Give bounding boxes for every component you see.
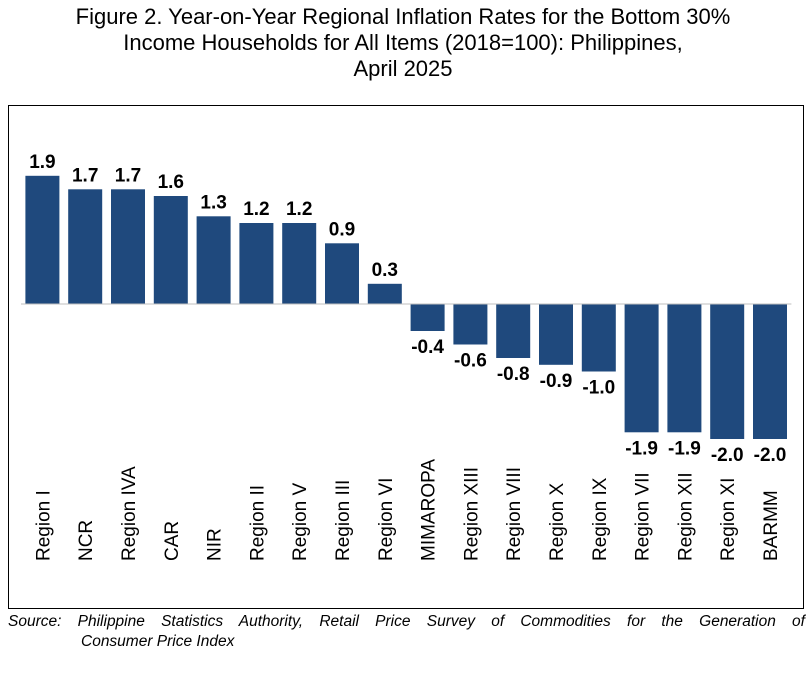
data-label: -0.4 — [411, 337, 444, 358]
bar-region-x — [539, 304, 573, 365]
category-label: Region I — [33, 490, 54, 561]
source-note: Source: Philippine Statistics Authority,… — [8, 612, 805, 652]
bar-ncr — [68, 189, 103, 305]
category-label: Region VII — [633, 472, 654, 561]
chart-title-line-3: April 2025 — [353, 56, 453, 81]
bar-region-iii — [325, 243, 359, 305]
category-label: Region II — [247, 485, 268, 561]
bar-region-vii — [624, 304, 659, 433]
bar-chart: 1.9 Region I 1.7 NCR 1.7 Region IVA 1.6 CAR 1.3 N… — [21, 152, 792, 561]
data-label: -0.6 — [454, 351, 487, 372]
data-label: 1.2 — [286, 199, 312, 220]
bar-region-iva — [111, 189, 145, 305]
data-label: 1.3 — [200, 192, 226, 213]
category-label: NCR — [76, 520, 97, 561]
data-label: -1.0 — [582, 378, 615, 399]
category-label: Region XIII — [461, 467, 482, 561]
data-label: -1.9 — [668, 438, 701, 459]
bar-mimaropa — [410, 304, 445, 331]
bar-region-xiii — [453, 304, 488, 345]
data-label: -1.9 — [625, 438, 658, 459]
category-label: Region X — [547, 483, 568, 561]
bar-region-xi — [710, 304, 745, 439]
data-label: -2.0 — [754, 445, 787, 466]
category-label: Region VIII — [504, 467, 525, 561]
category-label: Region IX — [590, 477, 611, 561]
bar-region-i — [25, 175, 60, 305]
bar-region-xii — [667, 304, 702, 433]
data-label: 1.6 — [158, 172, 184, 193]
source-line-1: Source: Philippine Statistics Authority,… — [8, 613, 805, 630]
category-label: CAR — [162, 521, 183, 561]
chart-title-line-2: Income Households for All Items (2018=10… — [123, 30, 683, 55]
category-label: Region XII — [675, 472, 696, 561]
bar-car — [153, 196, 188, 304]
source-line-2: Consumer Price Index — [81, 633, 235, 650]
category-label: BARMM — [761, 490, 782, 561]
bar-nir — [196, 216, 231, 305]
bar-barmm — [753, 304, 787, 439]
data-label: 1.7 — [72, 165, 98, 186]
category-label: Region XI — [718, 478, 739, 561]
category-label: Region III — [333, 480, 354, 561]
chart-frame: 1.9 Region I 1.7 NCR 1.7 Region IVA 1.6 CAR 1.3 N… — [8, 105, 804, 609]
data-label: 1.2 — [243, 199, 269, 220]
data-label: 0.3 — [372, 260, 398, 281]
bar-region-ix — [581, 304, 616, 372]
bar-region-vi — [367, 283, 402, 305]
category-label: Region V — [290, 483, 311, 561]
bar-region-viii — [496, 304, 531, 358]
chart-title-line-1: Figure 2. Year-on-Year Regional Inflatio… — [75, 4, 731, 29]
data-label: 1.9 — [29, 152, 55, 173]
data-label: -2.0 — [711, 445, 744, 466]
data-label: -0.8 — [497, 364, 530, 385]
data-label: 1.7 — [115, 165, 141, 186]
category-label: Region VI — [376, 478, 397, 561]
chart-title: Figure 2. Year-on-Year Regional Inflatio… — [0, 4, 806, 82]
category-label: Region IVA — [119, 466, 140, 561]
bar-region-v — [282, 223, 317, 304]
bar-region-ii — [239, 223, 274, 304]
data-label: 0.9 — [329, 219, 355, 240]
category-label: NIR — [205, 528, 226, 561]
category-label: MIMAROPA — [419, 459, 440, 561]
data-label: -0.9 — [540, 371, 573, 392]
